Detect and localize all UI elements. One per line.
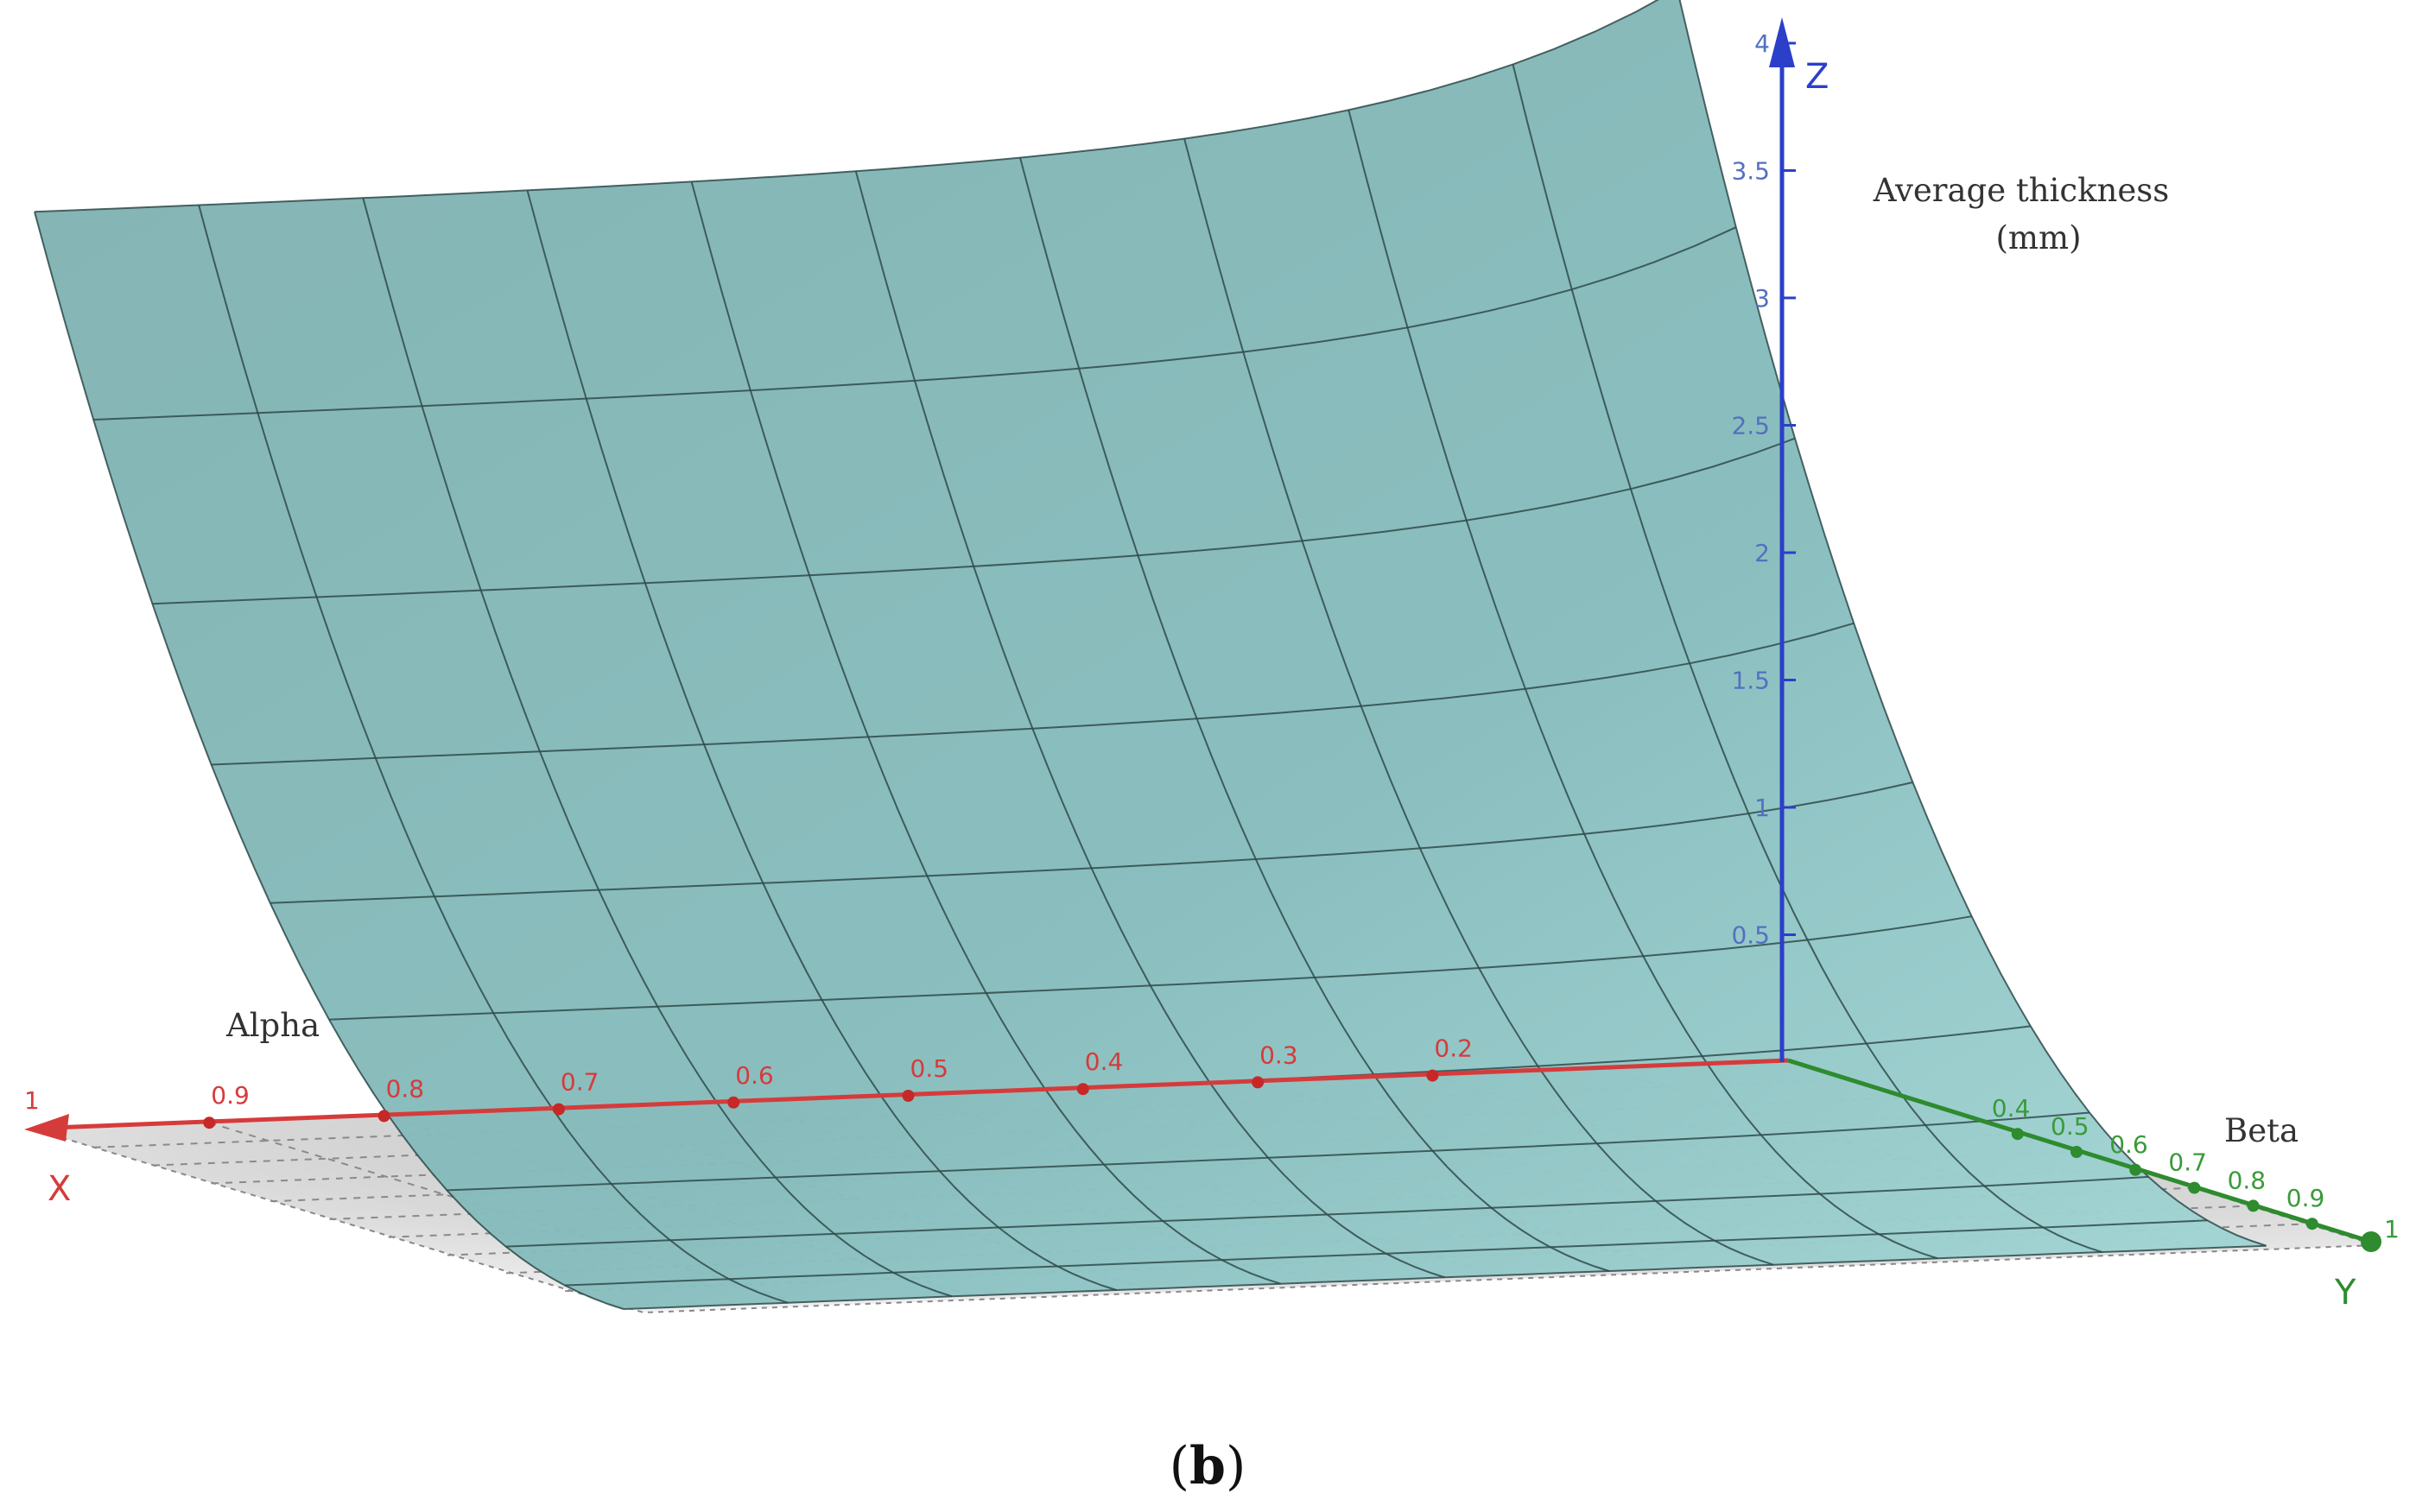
x-tick-mark	[1426, 1069, 1439, 1082]
z-tick-label: 1.5	[1731, 667, 1770, 695]
thickness-surface	[35, 0, 2267, 1309]
x-axis-letter: X	[48, 1169, 71, 1209]
mesh-line-beta	[564, 1219, 2208, 1287]
mesh-line-beta	[93, 226, 1737, 421]
x-tick-mark	[1076, 1083, 1089, 1096]
x-axis-line	[51, 1058, 1789, 1130]
x-axis-end-label: 1	[24, 1086, 40, 1115]
x-tick-mark	[377, 1110, 390, 1123]
z-tick-label: 1	[1754, 794, 1770, 822]
y-tick-mark	[2011, 1128, 2024, 1141]
x-tick-mark	[1252, 1076, 1265, 1089]
x-tick-label: 0.3	[1259, 1041, 1298, 1069]
x-tick-mark	[902, 1090, 915, 1102]
x-tick-label: 0.8	[386, 1074, 425, 1103]
x-axis-arrow	[24, 1114, 69, 1142]
x-tick-mark	[727, 1096, 740, 1109]
x-axis-ticks: 0.9 0.8 0.7 0.6 0.5 0.4 0.3 0.2	[203, 1034, 1473, 1129]
x-tick-label: 0.4	[1085, 1047, 1124, 1076]
y-tick-label: 0.7	[2168, 1148, 2207, 1177]
z-tick-label: 3.5	[1731, 157, 1770, 186]
y-axis-letter: Y	[2334, 1273, 2356, 1313]
surface-mesh	[34, 0, 2267, 1310]
y-tick-label: 0.9	[2286, 1184, 2325, 1212]
z-axis-label-line1: Average thickness	[1873, 172, 2170, 209]
mesh-line-beta	[34, 0, 1659, 213]
figure-caption: (b)	[1170, 1436, 1246, 1496]
y-tick-mark	[2129, 1163, 2142, 1176]
y-tick-mark	[2305, 1218, 2318, 1230]
y-axis-ticks: 0.4 0.5 0.6 0.7 0.8 0.9	[1992, 1094, 2325, 1230]
mesh-line-beta	[505, 1175, 2149, 1248]
mesh-line-beta	[328, 915, 1972, 1021]
z-tick-label: 4	[1754, 29, 1770, 58]
x-tick-mark	[552, 1103, 565, 1116]
z-tick-label: 2.5	[1731, 412, 1770, 440]
y-tick-mark	[2070, 1146, 2083, 1158]
z-axis-label-line2: (mm)	[1995, 219, 2081, 256]
y-axis-endpoint	[2361, 1231, 2381, 1252]
y-axis-label: Beta	[2224, 1112, 2299, 1149]
z-axis-letter: Z	[1805, 57, 1829, 97]
y-tick-label: 0.5	[2051, 1112, 2089, 1141]
mesh-line-beta	[623, 1244, 2267, 1310]
mesh-line-beta	[270, 781, 1913, 904]
z-tick-label: 2	[1754, 539, 1770, 567]
y-tick-label: 0.6	[2109, 1130, 2148, 1159]
mesh-line-beta	[211, 622, 1855, 766]
z-tick-label: 0.5	[1731, 921, 1770, 950]
y-tick-label: 0.4	[1992, 1094, 2031, 1123]
mesh-line-beta	[447, 1111, 2090, 1192]
x-axis-label: Alpha	[225, 1007, 320, 1044]
x-tick-label: 0.6	[735, 1061, 774, 1090]
y-tick-mark	[2188, 1181, 2201, 1194]
x-tick-mark	[203, 1117, 216, 1129]
z-axis-ticks: 4 3.5 3 2.5 2 1.5 1 0.5	[1731, 29, 1796, 950]
x-tick-label: 0.2	[1434, 1034, 1473, 1063]
x-tick-label: 0.9	[211, 1081, 250, 1110]
y-tick-label: 0.8	[2228, 1166, 2267, 1194]
y-axis-end-label: 1	[2384, 1215, 2400, 1243]
mesh-line-beta	[152, 437, 1796, 605]
x-tick-label: 0.5	[910, 1054, 949, 1083]
z-tick-label: 3	[1754, 284, 1770, 313]
x-tick-label: 0.7	[561, 1068, 599, 1097]
y-tick-mark	[2247, 1199, 2260, 1212]
